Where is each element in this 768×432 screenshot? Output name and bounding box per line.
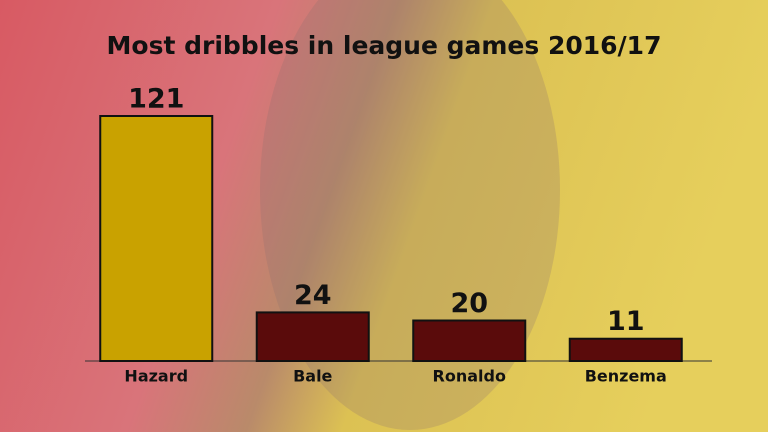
bar (99, 115, 214, 362)
value-label: 24 (294, 280, 332, 311)
bar (255, 311, 370, 363)
value-label: 121 (128, 84, 184, 115)
x-tick-label: Ronaldo (433, 367, 506, 386)
x-tick-label: Benzema (585, 367, 667, 386)
x-tick-label: Hazard (124, 367, 188, 386)
value-label: 20 (450, 288, 488, 319)
x-tick-label: Bale (293, 367, 332, 386)
chart-title: Most dribbles in league games 2016/17 (107, 31, 662, 60)
value-label: 11 (607, 306, 645, 337)
bar (568, 337, 683, 362)
bar (412, 319, 527, 362)
